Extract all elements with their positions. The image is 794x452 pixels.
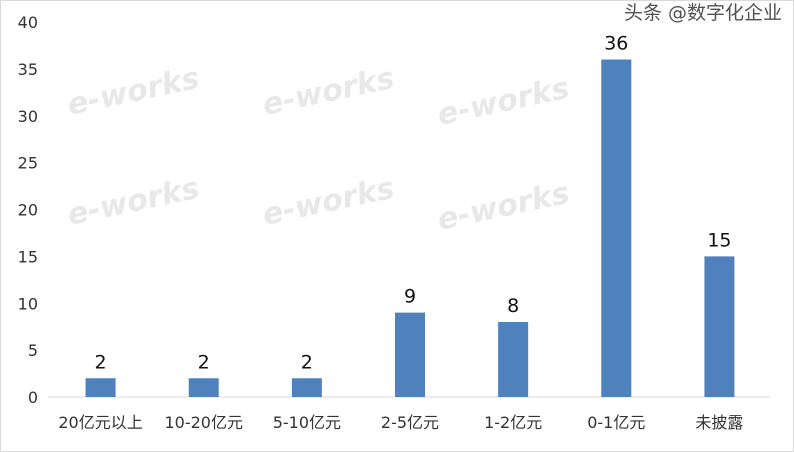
y-tick-label: 40 xyxy=(18,13,38,32)
x-tick-label: 2-5亿元 xyxy=(381,413,439,432)
x-tick-label: 10-20亿元 xyxy=(164,413,243,432)
watermark-logo: e-works xyxy=(64,61,202,123)
x-tick-label: 1-2亿元 xyxy=(484,413,542,432)
bar xyxy=(188,378,219,397)
watermark-logo: e-works xyxy=(434,176,572,238)
bar xyxy=(601,59,632,397)
y-tick-label: 30 xyxy=(18,107,38,126)
y-tick-label: 25 xyxy=(18,154,38,173)
y-tick-label: 20 xyxy=(18,201,38,220)
bar xyxy=(498,322,529,397)
bar xyxy=(291,378,322,397)
x-tick-label: 20亿元以上 xyxy=(58,413,142,432)
watermark-text: 头条 @数字化企业 xyxy=(623,2,782,24)
bar xyxy=(395,312,425,397)
data-label: 2 xyxy=(95,351,107,373)
x-tick-label: 0-1亿元 xyxy=(587,413,645,432)
data-label: 36 xyxy=(604,33,628,55)
bar xyxy=(85,378,116,397)
y-tick-label: 5 xyxy=(28,341,38,360)
bar xyxy=(704,256,735,397)
data-label: 2 xyxy=(198,351,210,373)
watermark-logo: e-works xyxy=(259,171,397,233)
watermark-logo: e-works xyxy=(434,71,572,133)
watermark-logo: e-works xyxy=(259,61,397,123)
y-tick-label: 35 xyxy=(18,60,38,79)
x-tick-label: 未披露 xyxy=(695,413,743,432)
y-tick-label: 10 xyxy=(18,294,38,313)
y-tick-label: 15 xyxy=(18,247,38,266)
data-label: 9 xyxy=(404,286,416,308)
y-tick-label: 0 xyxy=(28,388,38,407)
data-label: 15 xyxy=(707,229,731,251)
data-label: 2 xyxy=(301,351,313,373)
watermark-logo: e-works xyxy=(64,171,202,233)
x-tick-label: 5-10亿元 xyxy=(273,413,341,432)
data-label: 8 xyxy=(507,295,519,317)
